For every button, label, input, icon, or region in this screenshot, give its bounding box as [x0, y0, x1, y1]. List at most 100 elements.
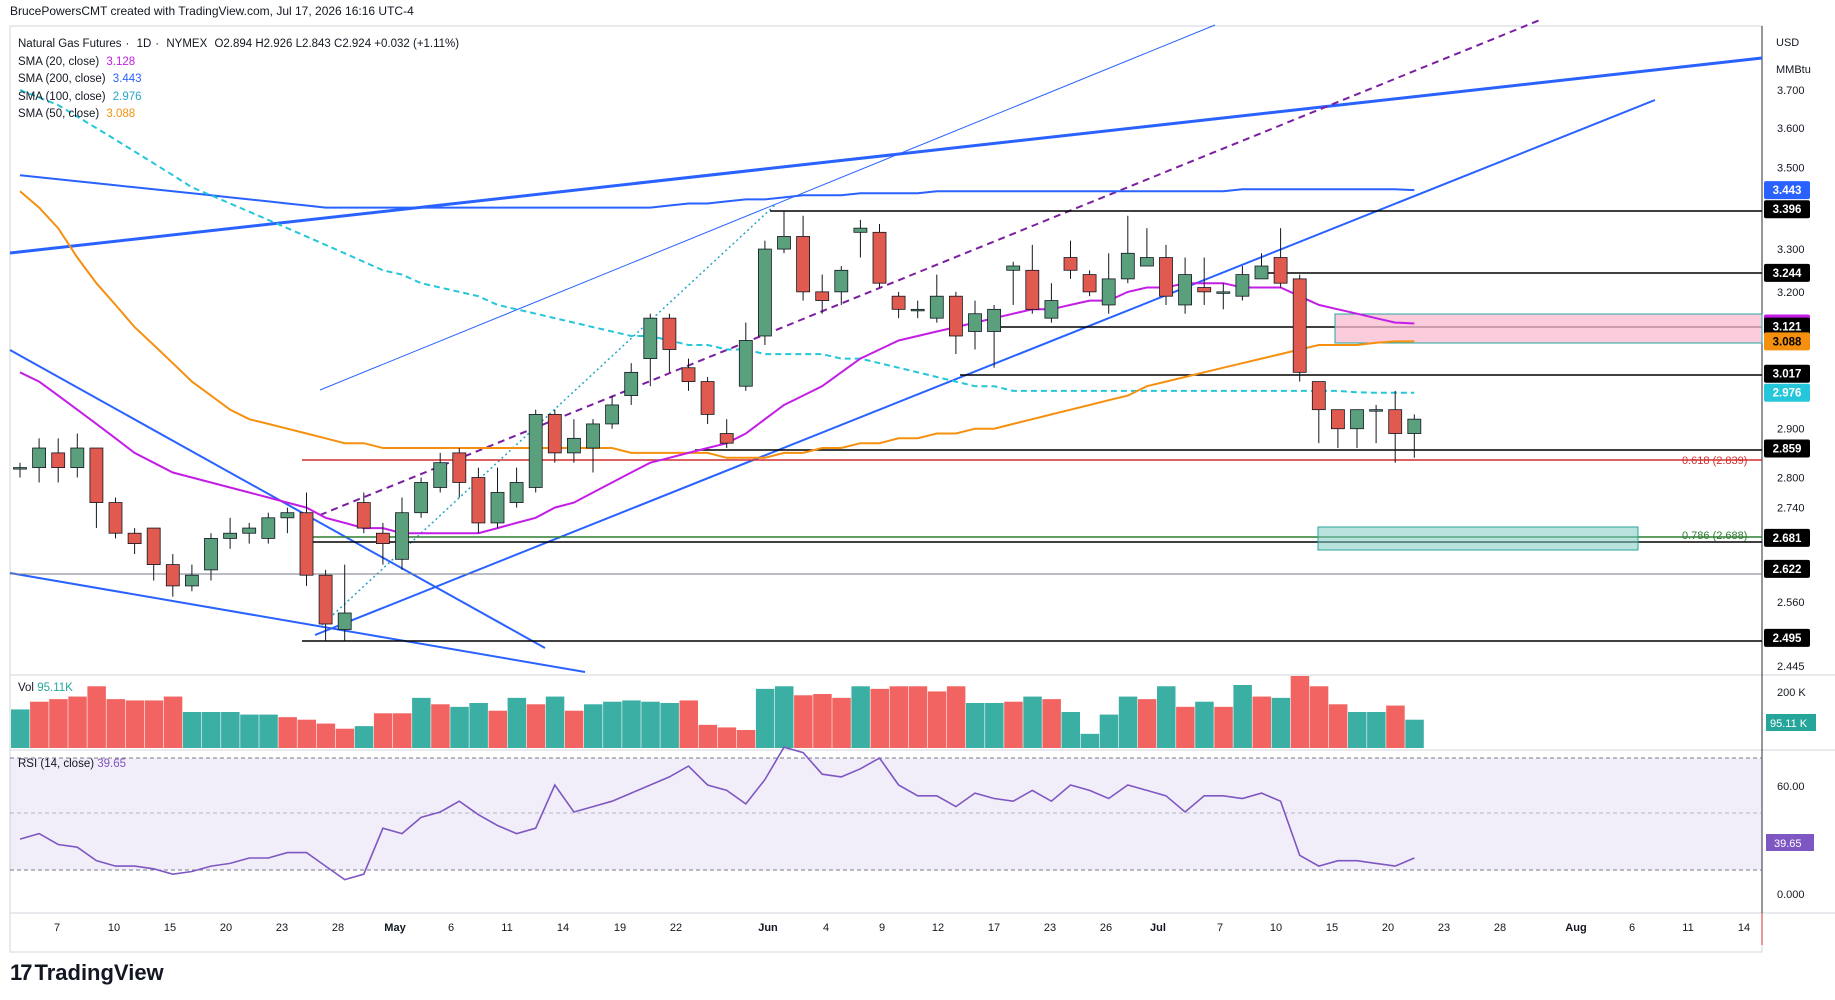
volume-axis-tick: 200 K	[1777, 687, 1806, 699]
candle-down	[165, 564, 180, 587]
candle-up	[184, 574, 199, 587]
volume-bar	[373, 713, 393, 748]
currency-label: USD	[1776, 37, 1799, 49]
volume-bar	[1118, 696, 1138, 748]
volume-bar	[1099, 714, 1119, 748]
fib-0618-label: 0.618 (2.839)	[1682, 455, 1747, 467]
price-axis-tick: 2.800	[1777, 473, 1805, 485]
volume-bar	[68, 696, 87, 748]
volume-bar	[87, 686, 106, 748]
instrument-ohlc: O2.894 H2.926 L2.843 C2.924 +0.032 (+1.1…	[214, 38, 460, 50]
volume-value: 95.11K	[37, 682, 73, 694]
volume-bar	[1042, 699, 1061, 748]
price-axis-tick: 3.300	[1777, 244, 1805, 256]
support-zone	[1317, 526, 1639, 551]
candle-down	[719, 433, 734, 444]
brand-name: TradingView	[34, 960, 164, 985]
time-axis-tick: 15	[1326, 922, 1338, 934]
volume-bar	[106, 699, 125, 748]
fib-0786-label: 0.786 (2.688)	[1682, 530, 1747, 542]
indicator-sma20[interactable]: SMA (20, close) 3.128	[18, 54, 463, 72]
volume-bar	[1061, 712, 1080, 748]
volume-bar	[1157, 686, 1176, 748]
volume-bar	[11, 709, 30, 748]
candle-down	[471, 477, 486, 524]
candle-down	[146, 527, 161, 565]
price-label: 3.017	[1773, 369, 1802, 381]
price-label: 3.244	[1773, 268, 1802, 280]
candle-down	[815, 291, 830, 301]
rsi-last-label-bg	[1766, 834, 1814, 851]
rising-support-line	[314, 99, 1656, 636]
price-label-bg	[1764, 528, 1810, 547]
tradingview-logo[interactable]: 17 TradingView	[10, 960, 164, 986]
chart-attribution: BrucePowersCMT created with TradingView.…	[10, 4, 414, 18]
volume-last-label-bg	[1766, 714, 1816, 731]
volume-bar	[1137, 699, 1157, 748]
price-axis-tick: 2.560	[1777, 597, 1805, 609]
indicator-value: 3.128	[106, 55, 136, 68]
volume-bar	[393, 713, 412, 748]
indicator-value: 3.088	[106, 108, 136, 120]
candle-down	[318, 574, 333, 625]
volume-bar	[966, 703, 985, 748]
time-axis-tick: 17	[988, 922, 1000, 934]
price-label-bg	[1764, 181, 1810, 200]
candle-down	[1331, 409, 1345, 430]
price-label: 2.495	[1773, 633, 1802, 645]
indicator-sma200[interactable]: SMA (200, close) 3.443	[18, 71, 463, 89]
rsi-pane-label[interactable]: RSI (14, close) 39.65	[18, 758, 126, 770]
candle-down	[1292, 278, 1307, 373]
candle-up	[1140, 257, 1154, 267]
price-axis-tick: 3.500	[1777, 162, 1805, 174]
resistance-zone	[1334, 313, 1763, 344]
time-axis-tick: 6	[1629, 922, 1635, 934]
volume-bar	[564, 710, 584, 748]
time-axis-tick: 20	[1382, 922, 1394, 934]
time-axis-tick: Aug	[1565, 922, 1586, 934]
time-axis-tick: 10	[1270, 922, 1282, 934]
volume-bar	[354, 726, 374, 748]
candle-up	[1120, 252, 1135, 280]
volume-bar	[545, 696, 565, 748]
indicator-sma100[interactable]: SMA (100, close) 2.976	[18, 89, 463, 107]
rsi-series	[19, 746, 1415, 881]
volume-bar	[736, 730, 756, 748]
candle-down	[796, 236, 810, 293]
rsi-last-label: 39.65	[1774, 838, 1802, 850]
candle-up	[337, 612, 352, 630]
candle-up	[643, 317, 658, 360]
price-axis-tick: 2.740	[1777, 503, 1805, 515]
candle-up	[433, 462, 448, 488]
volume-bar	[775, 686, 794, 748]
time-axis-tick: 10	[108, 922, 120, 934]
volume-bar	[259, 714, 278, 748]
candle-up	[567, 437, 581, 454]
volume-bar	[755, 688, 775, 748]
candle-up	[929, 295, 944, 319]
volume-bar	[144, 700, 164, 748]
price-axis-tick: 3.700	[1777, 85, 1805, 97]
price-label: 3.443	[1773, 185, 1802, 197]
volume-bar	[526, 704, 546, 748]
volume-bar	[488, 710, 507, 748]
candle-down	[89, 447, 104, 503]
volume-bar	[1367, 712, 1386, 748]
price-label-bg	[1764, 559, 1810, 578]
candle-up	[1407, 418, 1422, 434]
volume-pane-label[interactable]: Vol 95.11K	[18, 682, 73, 694]
candle-up	[223, 532, 238, 539]
candle-up	[853, 227, 868, 233]
candlestick-series	[13, 211, 1422, 641]
price-axis-tick: 2.445	[1777, 661, 1805, 673]
volume-bar	[412, 697, 431, 748]
volume-last-label: 95.11 K	[1770, 718, 1808, 730]
volume-bar	[908, 686, 928, 748]
indicator-sma50[interactable]: SMA (50, close) 3.088	[18, 106, 463, 124]
volume-bar	[125, 700, 145, 748]
volume-bar	[698, 724, 718, 748]
volume-bar	[813, 694, 832, 748]
volume-bar	[1328, 704, 1348, 748]
price-label: 2.976	[1773, 388, 1802, 400]
